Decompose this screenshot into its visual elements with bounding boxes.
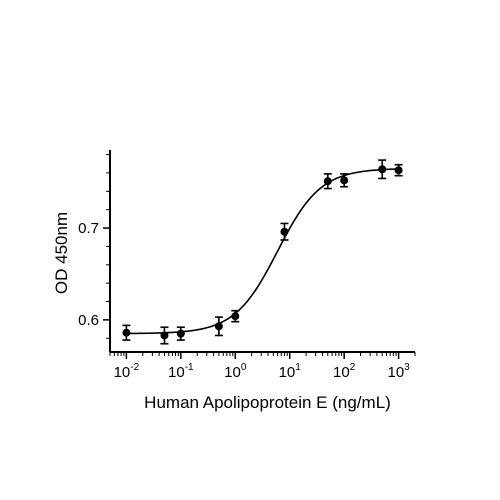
data-point [231, 312, 240, 321]
x-axis-title: Human Apolipoprotein E (ng/mL) [144, 393, 391, 412]
x-tick-label: 103 [387, 362, 410, 381]
x-tick-label: 10-1 [168, 362, 194, 381]
x-tick-label: 10-2 [114, 362, 140, 381]
data-point [122, 328, 131, 337]
data-point [323, 177, 332, 186]
fit-curve-layer [126, 168, 399, 335]
x-tick-label: 102 [333, 362, 356, 381]
data-point [378, 165, 387, 174]
data-point [280, 227, 289, 236]
data-point [176, 329, 185, 338]
fit-curve [126, 168, 399, 335]
y-axis-title: OD 450nm [52, 212, 71, 294]
ticks: 0.6 0.7 10-2 10-1 100 101 102 103 [78, 154, 416, 381]
data-points-layer [122, 159, 403, 345]
y-tick-label: 0.6 [78, 312, 99, 329]
data-point [394, 166, 403, 175]
data-point [214, 322, 223, 331]
data-point [340, 176, 349, 185]
data-point [160, 331, 169, 340]
axes [109, 150, 415, 353]
x-tick-label: 101 [279, 362, 302, 381]
x-tick-label: 100 [224, 362, 247, 381]
y-tick-label: 0.7 [78, 220, 99, 237]
